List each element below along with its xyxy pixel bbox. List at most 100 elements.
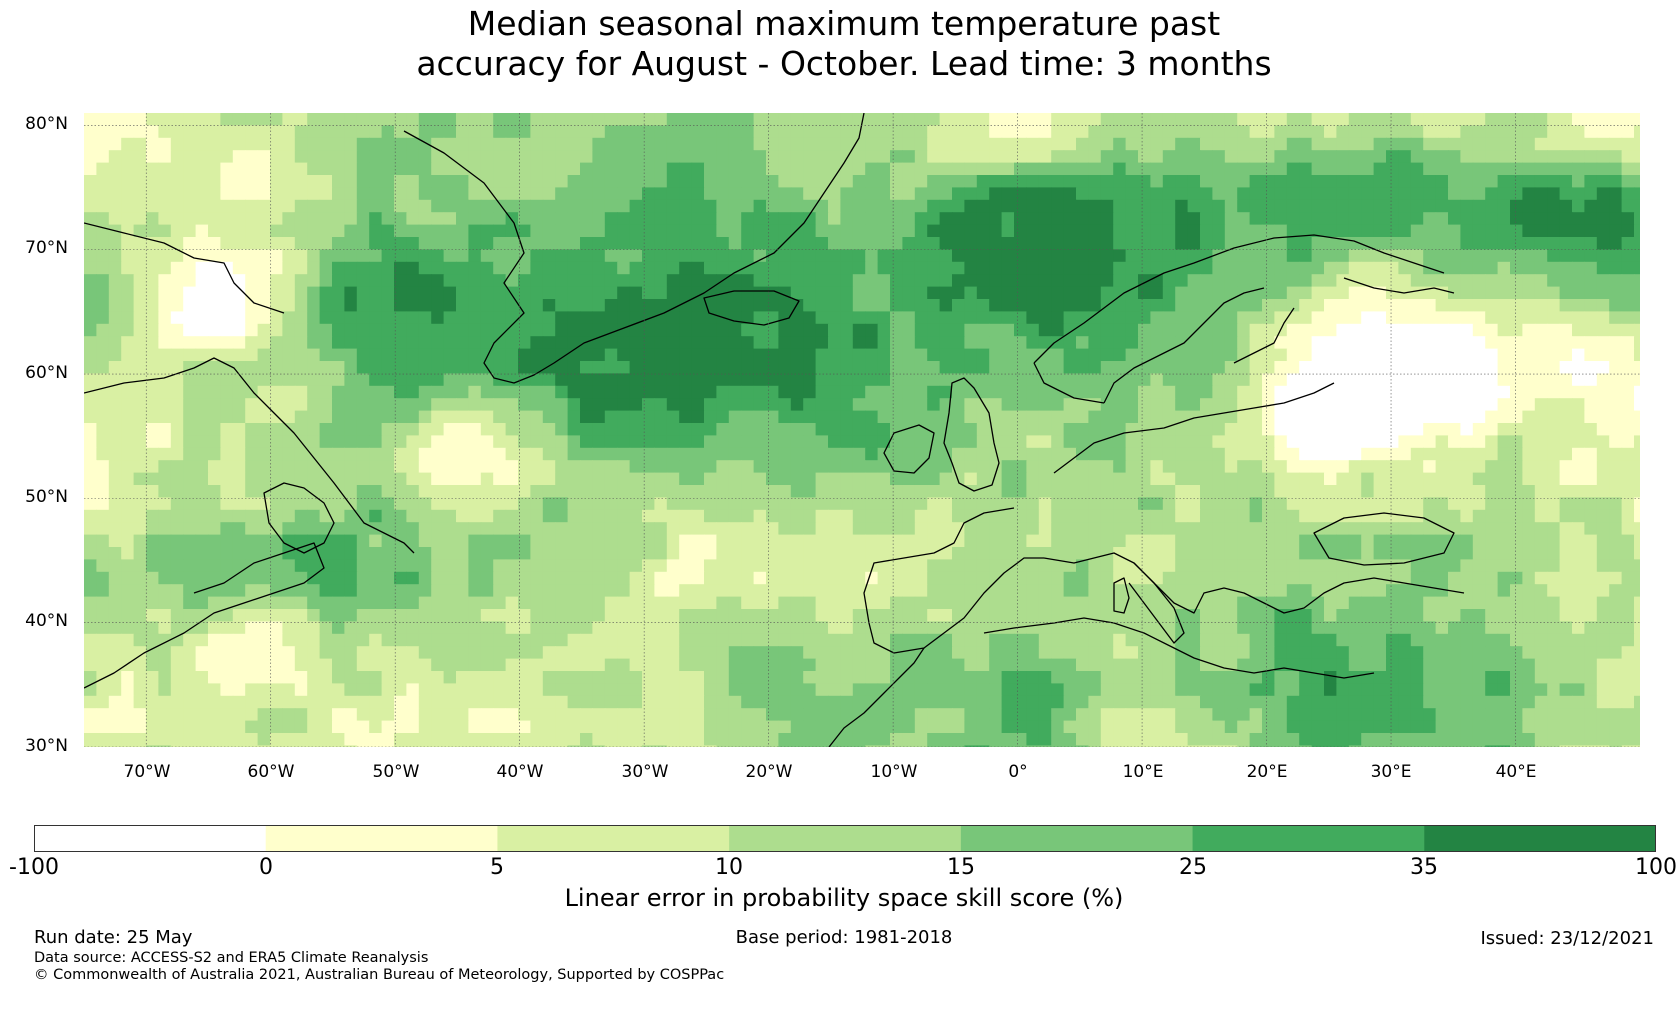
skill-cell <box>1386 423 1399 436</box>
skill-cell <box>691 584 705 598</box>
skill-cell <box>1510 286 1523 300</box>
skill-cell <box>232 336 246 350</box>
skill-cell <box>1187 410 1201 424</box>
skill-cell <box>108 547 122 560</box>
skill-cell <box>1014 460 1027 474</box>
skill-cell <box>356 373 370 387</box>
skill-cell <box>195 509 209 523</box>
skill-cell <box>716 559 730 573</box>
skill-cell <box>1410 584 1424 598</box>
skill-cell <box>1572 584 1585 598</box>
skill-cell <box>518 212 531 226</box>
skill-cell <box>406 460 420 474</box>
skill-cell <box>1076 150 1089 164</box>
skill-cell <box>629 559 643 573</box>
skill-cell <box>1448 274 1461 288</box>
skill-cell <box>1175 522 1189 536</box>
skill-cell <box>270 435 283 449</box>
skill-cell <box>332 385 345 399</box>
skill-cell <box>1001 534 1015 548</box>
skill-cell <box>344 559 358 573</box>
skill-cell <box>468 125 482 139</box>
skill-cell <box>294 150 308 164</box>
skill-cell <box>1187 125 1201 139</box>
skill-cell <box>1014 162 1027 176</box>
skill-cell <box>307 385 321 399</box>
skill-cell <box>1559 137 1573 151</box>
skill-cell <box>642 534 655 548</box>
skill-cell <box>679 274 693 288</box>
skill-cell <box>220 373 234 387</box>
skill-cell <box>778 497 792 511</box>
skill-cell <box>307 571 321 585</box>
skill-cell <box>1497 447 1511 461</box>
skill-cell <box>1460 137 1474 151</box>
skill-cell <box>976 150 990 164</box>
skill-cell <box>567 373 581 387</box>
skill-cell <box>1497 237 1511 250</box>
skill-cell <box>927 237 941 250</box>
skill-cell <box>1324 509 1337 523</box>
skill-cell <box>1138 497 1151 511</box>
skill-cell <box>604 460 618 474</box>
skill-cell <box>108 509 122 523</box>
skill-cell <box>604 472 618 486</box>
skill-cell <box>1088 224 1102 238</box>
skill-cell <box>1621 175 1635 188</box>
skill-cell <box>1001 336 1015 350</box>
skill-cell <box>270 373 283 387</box>
skill-cell <box>270 199 283 213</box>
skill-cell <box>716 249 730 263</box>
skill-cell <box>282 571 296 585</box>
skill-cell <box>270 212 283 226</box>
skill-cell <box>567 336 581 350</box>
skill-cell <box>1584 348 1598 362</box>
skill-cell <box>170 224 184 238</box>
skill-cell <box>964 336 978 350</box>
skill-cell <box>1361 547 1375 560</box>
skill-cell <box>1435 212 1449 226</box>
skill-cell <box>1026 162 1040 176</box>
skill-cell <box>170 361 184 374</box>
skill-cell <box>257 423 271 436</box>
skill-cell <box>1274 559 1288 573</box>
skill-cell <box>542 509 556 523</box>
skill-cell <box>840 584 854 598</box>
skill-cell <box>753 224 767 238</box>
skill-cell <box>927 162 941 176</box>
skill-cell <box>1212 299 1226 312</box>
skill-cell <box>1497 274 1511 288</box>
skill-cell <box>195 311 209 325</box>
skill-cell <box>914 485 928 498</box>
skill-cell <box>1572 224 1585 238</box>
skill-cell <box>108 460 122 474</box>
skill-cell <box>1274 162 1288 176</box>
skill-cell <box>307 584 321 598</box>
skill-cell <box>1001 485 1015 498</box>
skill-cell <box>530 323 544 337</box>
skill-cell <box>456 534 469 548</box>
skill-cell <box>1510 212 1523 226</box>
skill-cell <box>121 249 135 263</box>
skill-cell <box>1460 113 1474 126</box>
skill-cell <box>741 348 755 362</box>
skill-cell <box>1373 137 1387 151</box>
skill-cell <box>877 162 891 176</box>
skill-cell <box>1621 249 1635 263</box>
skill-cell <box>1510 323 1523 337</box>
skill-cell <box>121 187 135 201</box>
skill-cell <box>1547 274 1561 288</box>
skill-cell <box>1435 534 1449 548</box>
skill-cell <box>1596 485 1610 498</box>
skill-cell <box>1200 447 1213 461</box>
skill-cell <box>728 385 742 399</box>
skill-cell <box>1621 509 1635 523</box>
skill-cell <box>369 485 383 498</box>
skill-cell <box>270 385 283 399</box>
skill-cell <box>1299 113 1313 126</box>
skill-cell <box>580 249 593 263</box>
skill-cell <box>592 336 606 350</box>
skill-cell <box>1435 373 1449 387</box>
skill-cell <box>890 299 903 312</box>
skill-cell <box>555 175 569 188</box>
